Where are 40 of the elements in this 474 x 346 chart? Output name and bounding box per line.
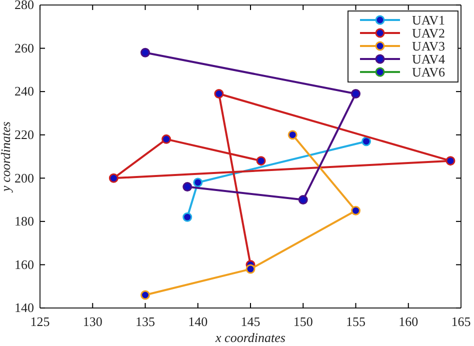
- x-tick-label: 140: [188, 314, 208, 330]
- x-tick-label: 165: [451, 314, 471, 330]
- legend-label: UAV2: [412, 26, 445, 40]
- point: [182, 182, 192, 192]
- x-tick-label: 125: [30, 314, 50, 330]
- x-tick-label: 130: [82, 314, 102, 330]
- y-tick-label: 260: [14, 40, 34, 56]
- point: [351, 206, 360, 216]
- legend-label: UAV3: [412, 38, 445, 54]
- legend-label: UAV1: [412, 12, 445, 28]
- y-tick-label: 200: [14, 170, 34, 186]
- point: [256, 156, 266, 166]
- point: [246, 264, 256, 274]
- point: [162, 134, 172, 144]
- point: [140, 290, 150, 300]
- x-axis-title: x coordinates: [214, 330, 286, 345]
- y-tick-label: 140: [14, 300, 34, 316]
- legend-label: UAV6: [412, 64, 446, 80]
- legend-label: UAV4: [412, 52, 446, 66]
- y-tick-label: 180: [14, 214, 34, 229]
- x-tick-label: 135: [136, 314, 155, 330]
- point: [288, 130, 298, 140]
- point: [193, 178, 203, 188]
- point: [214, 88, 224, 98]
- x-tick-label: 160: [398, 314, 418, 330]
- x-tick-label: 155: [346, 314, 366, 330]
- y-tick-label: 160: [14, 256, 34, 272]
- y-tick-label: 220: [14, 127, 34, 142]
- y-tick-label: 240: [14, 84, 34, 99]
- point: [140, 48, 150, 58]
- point: [298, 195, 308, 205]
- x-tick-label: 145: [240, 314, 260, 330]
- point: [446, 156, 456, 166]
- y-tick-label: 280: [14, 0, 34, 12]
- point: [362, 136, 372, 146]
- point: [108, 173, 118, 183]
- point: [351, 88, 360, 98]
- x-tick-label: 150: [293, 314, 313, 330]
- point: [182, 212, 192, 222]
- y-axis-title: y coordinates: [0, 122, 13, 194]
